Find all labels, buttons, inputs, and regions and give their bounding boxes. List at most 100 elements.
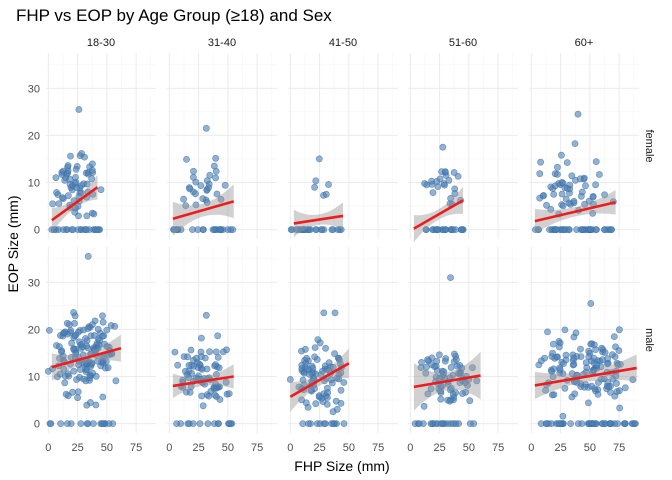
data-point [84, 252, 92, 260]
data-point [198, 365, 206, 373]
data-point [587, 226, 594, 233]
data-point [337, 386, 345, 394]
panel-male-41-50 [286, 247, 398, 433]
data-point [83, 212, 91, 220]
data-point [90, 346, 98, 354]
data-point [298, 347, 305, 355]
data-point [597, 375, 605, 383]
data-point [94, 325, 102, 333]
data-point [212, 370, 220, 378]
data-point [192, 201, 200, 209]
panel-background [46, 53, 156, 239]
x-tick-label: 25 [71, 442, 83, 454]
facet-strip-female: female [643, 129, 655, 162]
panel-background [529, 247, 639, 433]
y-axis-title: EOP Size (mm) [5, 196, 21, 293]
data-point [320, 309, 328, 317]
data-point [81, 153, 88, 161]
data-point [206, 171, 214, 179]
data-point [190, 167, 197, 175]
data-point [452, 226, 459, 233]
data-point [312, 177, 320, 185]
data-point [582, 182, 589, 190]
data-point [447, 274, 454, 281]
data-point [459, 390, 466, 397]
data-point [434, 226, 441, 233]
data-point [222, 378, 230, 386]
y-tick-label: 10 [28, 371, 40, 383]
panel-female-18-30 [46, 53, 156, 239]
data-point [187, 346, 195, 354]
data-point [415, 420, 423, 427]
data-point [322, 344, 329, 352]
data-point [328, 420, 335, 427]
x-tick-label: 75 [613, 442, 625, 454]
data-point [550, 340, 557, 348]
data-point [323, 400, 331, 408]
data-point [578, 226, 586, 233]
data-point [102, 358, 110, 365]
data-point [605, 383, 613, 390]
data-point [111, 322, 119, 330]
data-point [94, 357, 102, 365]
data-point [470, 420, 478, 427]
data-point [199, 226, 207, 233]
data-point [535, 226, 542, 233]
data-point [423, 363, 430, 371]
data-point [88, 175, 96, 183]
data-point [454, 369, 462, 377]
data-point [329, 363, 337, 371]
data-point [596, 171, 603, 178]
data-point [629, 376, 637, 384]
data-point [212, 361, 219, 368]
data-point [86, 374, 93, 382]
data-point [214, 332, 222, 340]
data-point [325, 359, 333, 367]
panel-male-31-40 [167, 247, 277, 433]
data-point [446, 386, 454, 394]
data-point [316, 339, 324, 347]
data-point [323, 384, 331, 392]
data-point [334, 354, 342, 362]
data-point [306, 226, 314, 233]
data-point [592, 181, 599, 189]
scatter-points [421, 143, 467, 233]
data-point [340, 420, 348, 427]
data-point [581, 200, 588, 208]
data-point [212, 154, 220, 162]
data-point [441, 226, 449, 233]
data-point [206, 348, 213, 356]
x-tick-label: 50 [584, 442, 596, 454]
data-point [607, 388, 614, 396]
y-tick-label: 0 [34, 419, 40, 431]
data-point [91, 332, 98, 339]
data-point [427, 385, 435, 393]
data-point [570, 197, 578, 205]
data-point [544, 328, 551, 336]
x-tick-label: 0 [166, 442, 172, 454]
regression-line [51, 186, 99, 222]
x-axis-title: FHP Size (mm) [294, 458, 389, 474]
data-point [571, 390, 579, 398]
data-point [214, 420, 222, 427]
data-point [57, 420, 64, 427]
facet-strip-31-40: 31-40 [208, 37, 236, 49]
data-point [59, 226, 67, 233]
data-point [82, 335, 89, 342]
data-point [112, 377, 120, 385]
data-point [331, 350, 338, 358]
data-point [566, 181, 574, 189]
data-point [68, 339, 75, 347]
panel-background [288, 53, 398, 239]
data-point [209, 226, 217, 233]
data-point [309, 364, 317, 372]
data-point [561, 326, 569, 334]
data-point [585, 353, 593, 361]
data-point [63, 319, 71, 327]
data-point [613, 379, 620, 387]
data-point [180, 195, 187, 203]
data-point [593, 226, 600, 233]
regression-line [293, 214, 344, 225]
panel-background [167, 247, 277, 433]
